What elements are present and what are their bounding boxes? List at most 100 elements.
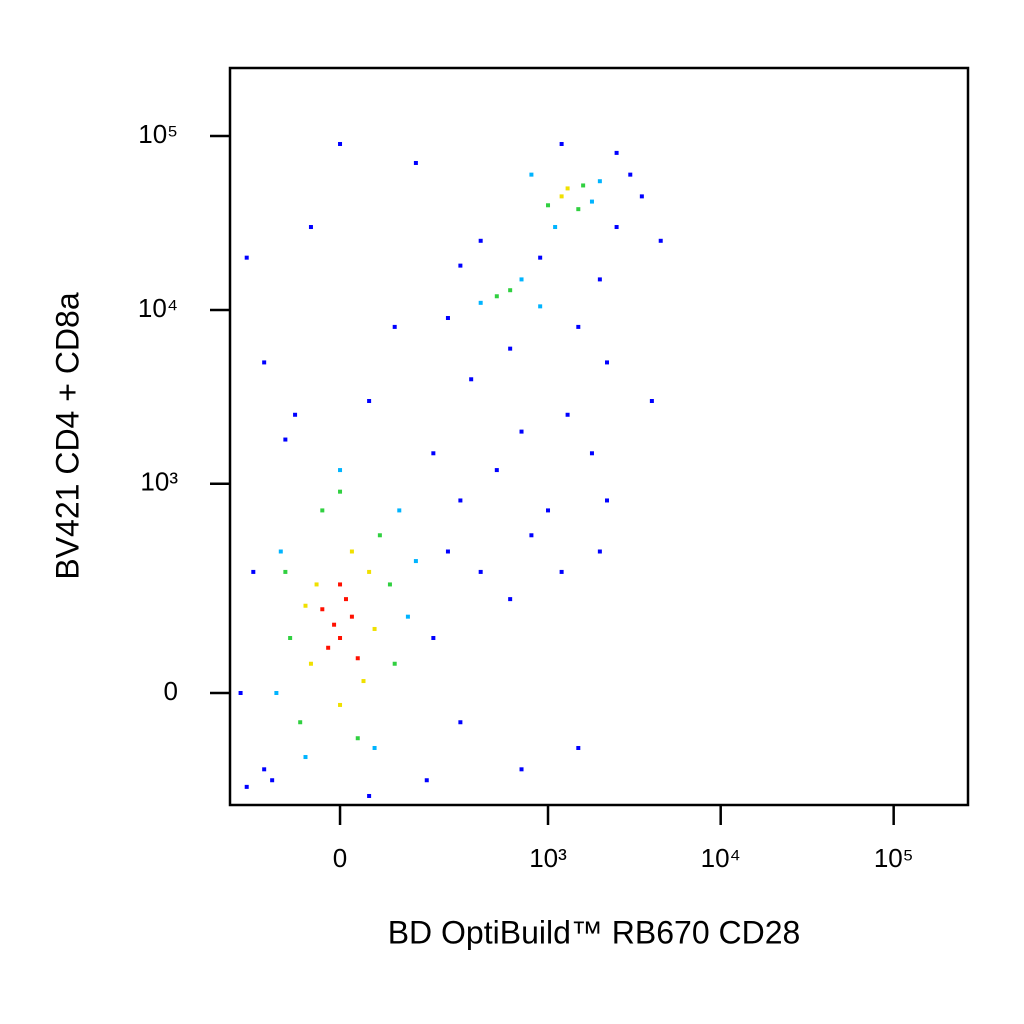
point [262,767,267,772]
point [343,597,348,602]
point [508,288,513,293]
point [589,199,594,204]
point [576,324,581,329]
point [658,238,663,243]
point [355,736,360,741]
point [424,778,429,783]
point [478,238,483,243]
point [270,778,275,783]
point [413,160,418,165]
point [298,720,303,725]
point [649,399,654,404]
point [392,324,397,329]
point [367,569,372,574]
point [278,549,283,554]
y-axis-title: BV421 CD4 + CD8a [49,292,85,579]
point [494,468,499,473]
point [303,603,308,608]
point [605,498,610,503]
x-axis-title: BD OptiBuild™ RB670 CD28 [388,914,801,950]
point [338,702,343,707]
point [303,755,308,760]
point [529,172,534,177]
point [605,360,610,365]
point [589,451,594,456]
point [320,508,325,513]
point [308,225,313,230]
point [314,582,319,587]
point [614,225,619,230]
point [262,360,267,365]
point [445,549,450,554]
point [293,412,298,417]
point [559,194,564,199]
point [367,399,372,404]
point [597,179,602,184]
point [565,412,570,417]
point [251,569,256,574]
point [597,549,602,554]
point [355,656,360,661]
point [508,597,513,602]
point [361,679,366,684]
point [519,429,524,434]
point [519,767,524,772]
point [320,607,325,612]
point [405,614,410,619]
y-tick-label: 10³ [140,467,178,497]
point [326,645,331,650]
point [338,141,343,146]
point [597,277,602,282]
point [529,533,534,538]
point [288,636,293,641]
point [581,183,586,188]
point [553,225,558,230]
point [445,316,450,321]
x-tick-label: 10³ [529,843,567,873]
point [338,468,343,473]
plot-frame [228,66,970,807]
x-tick-label: 0 [333,843,347,873]
y-tick-label: 0 [164,676,178,706]
point [458,720,463,725]
point [538,304,543,309]
point [628,172,633,177]
point [519,277,524,282]
point [559,141,564,146]
point [431,636,436,641]
point [538,255,543,260]
point [458,263,463,268]
point [469,377,474,382]
point [392,661,397,666]
point [546,508,551,513]
point [546,203,551,208]
point [559,569,564,574]
point [639,194,644,199]
point [478,300,483,305]
point [413,559,418,564]
point [332,622,337,627]
point [308,661,313,666]
point [238,690,243,695]
point [576,745,581,750]
point [274,690,279,695]
y-tick-label: 10⁵ [138,119,178,149]
point [478,569,483,574]
point [283,437,288,442]
point [508,346,513,351]
point [372,745,377,750]
point [349,614,354,619]
point [387,582,392,587]
point [367,793,372,798]
x-tick-label: 10⁴ [701,843,741,873]
point [494,294,499,299]
points [238,141,663,798]
y-tick-label: 10⁴ [138,293,178,323]
point [377,533,382,538]
point [397,508,402,513]
point [458,498,463,503]
point [338,582,343,587]
point [283,569,288,574]
